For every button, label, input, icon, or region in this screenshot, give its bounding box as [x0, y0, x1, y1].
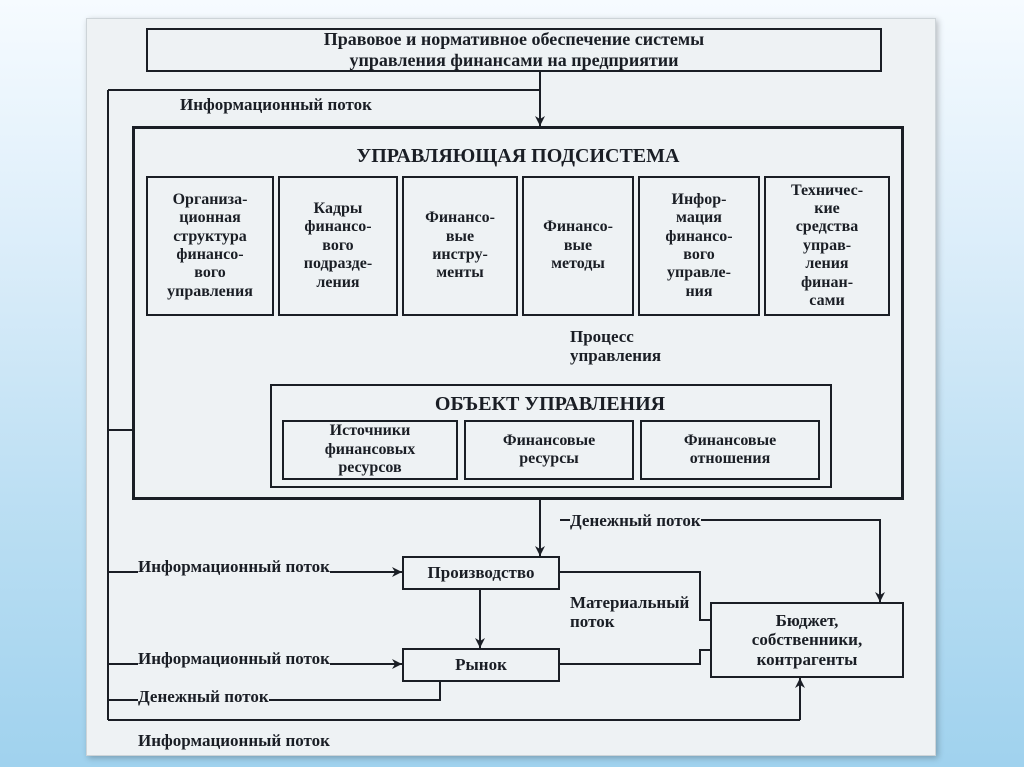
- label-cash1: Денежный поток: [570, 512, 701, 531]
- box-sub_title: УПРАВЛЯЮЩАЯ ПОДСИСТЕМА: [150, 140, 886, 172]
- label-info3: Информационный поток: [138, 650, 330, 669]
- box-o2: Финансовые ресурсы: [464, 420, 634, 480]
- box-c2: Кадры финансо- вого подразде- ления: [278, 176, 398, 316]
- label-info2: Информационный поток: [138, 558, 330, 577]
- label-info1: Информационный поток: [180, 96, 372, 115]
- box-top: Правовое и нормативное обеспечение систе…: [146, 28, 882, 72]
- box-o3: Финансовые отношения: [640, 420, 820, 480]
- box-c5: Инфор- мация финансо- вого управле- ния: [638, 176, 760, 316]
- box-market: Рынок: [402, 648, 560, 682]
- box-o1: Источники финансовых ресурсов: [282, 420, 458, 480]
- label-cash2: Денежный поток: [138, 688, 269, 707]
- box-budget: Бюджет, собственники, контрагенты: [710, 602, 904, 678]
- box-c4: Финансо- вые методы: [522, 176, 634, 316]
- box-c6: Техничес- кие средства управ- ления фина…: [764, 176, 890, 316]
- box-c3: Финансо- вые инстру- менты: [402, 176, 518, 316]
- label-info4: Информационный поток: [138, 732, 330, 751]
- box-prod: Производство: [402, 556, 560, 590]
- label-mat: Материальный поток: [570, 594, 689, 631]
- diagram-stage: Правовое и нормативное обеспечение систе…: [0, 0, 1024, 767]
- label-proc: Процесс управления: [570, 328, 661, 365]
- box-c1: Организа- ционная структура финансо- вог…: [146, 176, 274, 316]
- box-obj_title: ОБЪЕКТ УПРАВЛЕНИЯ: [280, 390, 820, 418]
